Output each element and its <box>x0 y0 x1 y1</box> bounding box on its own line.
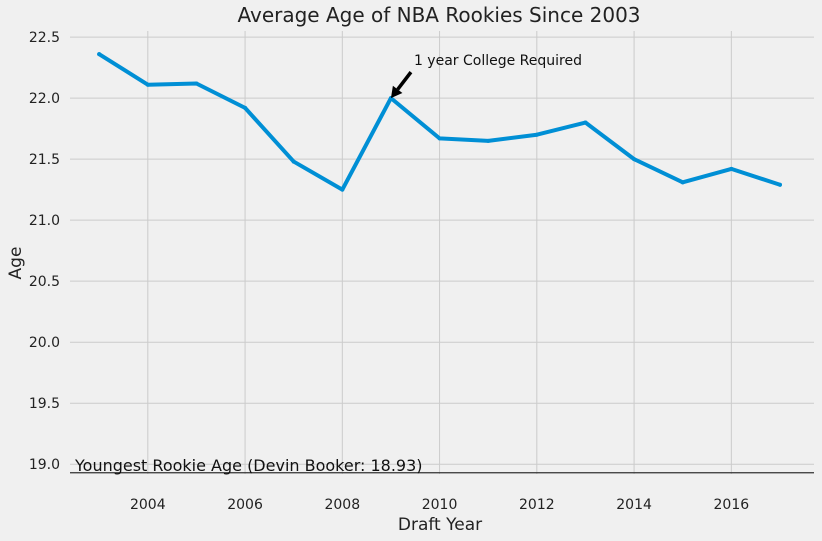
data-point <box>534 132 539 137</box>
x-tick-label: 2016 <box>714 497 750 513</box>
y-axis-label: Age <box>6 247 26 280</box>
y-tick-label: 21.0 <box>29 213 60 229</box>
annotations: 1 year College Required <box>390 53 582 99</box>
x-tick-label: 2012 <box>519 497 555 513</box>
data-point <box>486 138 491 143</box>
y-tick-label: 19.5 <box>29 396 60 412</box>
x-tick-labels: 2004 2006 2008 2010 2012 2014 2016 <box>130 497 749 513</box>
data-point <box>340 187 345 192</box>
x-axis-label: Draft Year <box>398 515 482 535</box>
x-tick-label: 2004 <box>130 497 166 513</box>
x-tick-label: 2006 <box>227 497 263 513</box>
data-point <box>680 180 685 185</box>
data-point <box>291 159 296 164</box>
x-tick-label: 2008 <box>324 497 360 513</box>
y-tick-label: 22.0 <box>29 91 60 107</box>
chart-title: Average Age of NBA Rookies Since 2003 <box>237 3 640 27</box>
data-point <box>97 52 102 57</box>
y-tick-label: 19.0 <box>29 457 60 473</box>
y-tick-label: 20.5 <box>29 274 60 290</box>
y-tick-labels: 19.0 19.5 20.0 20.5 21.0 21.5 22.0 22.5 <box>29 30 60 473</box>
x-tick-label: 2014 <box>616 497 652 513</box>
annotation-text: 1 year College Required <box>414 53 582 69</box>
series-layer <box>97 52 782 192</box>
reference-lines: Youngest Rookie Age (Devin Booker: 18.93… <box>70 456 814 475</box>
grid <box>70 31 814 474</box>
data-point <box>583 120 588 125</box>
x-tick-label: 2010 <box>422 497 458 513</box>
y-tick-label: 21.5 <box>29 152 60 168</box>
y-tick-label: 22.5 <box>29 30 60 46</box>
reference-line-label: Youngest Rookie Age (Devin Booker: 18.93… <box>74 456 423 475</box>
data-point <box>777 182 782 187</box>
data-point <box>243 105 248 110</box>
data-point <box>729 166 734 171</box>
y-tick-label: 20.0 <box>29 335 60 351</box>
data-point <box>437 136 442 141</box>
data-point <box>632 157 637 162</box>
annotation-arrow <box>396 71 413 91</box>
data-point <box>145 82 150 87</box>
annotation-arrowhead <box>390 85 403 99</box>
data-point <box>194 81 199 86</box>
